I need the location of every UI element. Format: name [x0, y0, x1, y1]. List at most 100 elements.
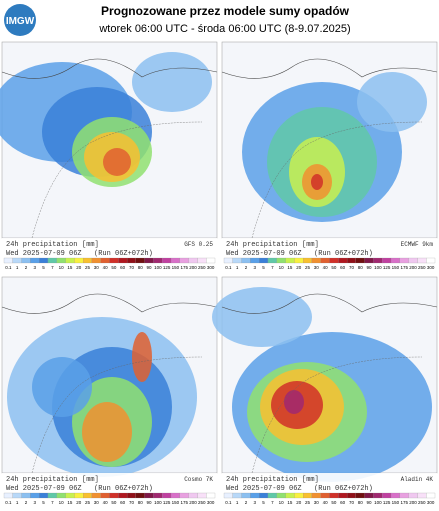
- panel-valid: Wed 2025-07-09 06Z: [6, 485, 82, 493]
- legend-label: 5: [262, 265, 265, 270]
- legend-label: 30: [314, 265, 320, 270]
- legend-cell: [250, 257, 260, 264]
- legend-cell: [188, 257, 198, 264]
- legend-cell: [179, 492, 189, 499]
- panel-model: Aladin 4K: [401, 476, 434, 483]
- legend-cell: [21, 492, 31, 499]
- legend-cell: [303, 492, 313, 499]
- legend-cell: [126, 257, 136, 264]
- panel-run: (Run 06Z+072h): [94, 250, 153, 258]
- legend-cell: [329, 492, 339, 499]
- coastline: [1, 58, 218, 79]
- legend-label: 125: [383, 265, 391, 270]
- legend-cell: [311, 257, 321, 264]
- legend-cell: [39, 257, 49, 264]
- legend-cell: [346, 257, 356, 264]
- legend-cell: [241, 257, 251, 264]
- title: Prognozowane przez modele sumy opadów: [101, 4, 350, 18]
- legend-cell: [206, 257, 216, 264]
- label-box: [222, 473, 437, 493]
- legend-cell: [329, 257, 339, 264]
- legend-label: 200: [189, 500, 197, 505]
- legend-cell: [320, 492, 330, 499]
- legend-cell: [338, 257, 348, 264]
- legend-cell: [408, 492, 418, 499]
- border: [31, 121, 203, 239]
- legend-cell: [118, 492, 128, 499]
- legend-label: 90: [147, 265, 153, 270]
- legend-label: 5: [42, 500, 45, 505]
- legend-label: 70: [349, 265, 355, 270]
- legend-cell: [399, 492, 409, 499]
- legend-cell: [355, 257, 365, 264]
- legend-label: 2: [25, 265, 28, 270]
- legend-label: 150: [172, 500, 180, 505]
- map-panel: 24h precipitation [mm] Aladin 4K Wed 2025-0…: [212, 276, 438, 505]
- legend-cell: [135, 257, 145, 264]
- legend-cell: [162, 492, 172, 499]
- panel-model: ECMWF 9km: [401, 241, 434, 248]
- legend-cell: [338, 492, 348, 499]
- label-box: [2, 238, 217, 258]
- legend-cell: [153, 492, 163, 499]
- panel-valid: Wed 2025-07-09 06Z: [226, 250, 302, 258]
- legend-cell: [276, 492, 286, 499]
- legend-cell: [21, 257, 31, 264]
- legend-cell: [109, 257, 119, 264]
- legend-cell: [294, 257, 304, 264]
- legend-cell: [276, 257, 286, 264]
- legend-cell: [303, 257, 313, 264]
- legend-label: 60: [120, 265, 126, 270]
- legend-label: 25: [305, 265, 311, 270]
- legend-cell: [355, 492, 365, 499]
- legend-cell: [285, 492, 295, 499]
- label-box: [2, 473, 217, 493]
- legend-label: 250: [418, 500, 426, 505]
- panel-unit: [mm]: [302, 241, 319, 249]
- legend-label: 0.1: [5, 265, 12, 270]
- legend-cell: [364, 257, 374, 264]
- legend-cell: [364, 492, 374, 499]
- legend-cell: [382, 257, 392, 264]
- legend-cell: [56, 257, 66, 264]
- legend-label: 15: [67, 265, 73, 270]
- legend-cell: [390, 492, 400, 499]
- precip-area: [82, 402, 132, 462]
- precip-area: [132, 52, 212, 112]
- logo-circle: [4, 4, 36, 36]
- legend-cell: [118, 257, 128, 264]
- panel-run: (Run 06Z+072h): [314, 250, 373, 258]
- legend-cell: [373, 492, 383, 499]
- subtitle: wtorek 06:00 UTC - środa 06:00 UTC (8-9.…: [98, 23, 350, 35]
- legend-label: 30: [314, 500, 320, 505]
- coastline: [221, 293, 438, 314]
- legend-cell: [179, 257, 189, 264]
- panel-unit: [mm]: [82, 476, 99, 484]
- legend-label: 1: [16, 500, 19, 505]
- map-panel: 24h precipitation [mm] GFS 0.25 Wed 2025-07…: [0, 41, 218, 270]
- legend-label: 0.1: [225, 500, 232, 505]
- legend-label: 50: [111, 265, 117, 270]
- legend-cell: [100, 492, 110, 499]
- legend-label: 125: [163, 265, 171, 270]
- legend-label: 300: [427, 265, 435, 270]
- legend-cell: [267, 492, 277, 499]
- legend-label: 200: [409, 500, 417, 505]
- panel-run: (Run 06Z+072h): [94, 485, 153, 493]
- legend-label: 175: [400, 500, 408, 505]
- legend-cell: [399, 257, 409, 264]
- legend-label: 10: [59, 265, 65, 270]
- legend-label: 200: [409, 265, 417, 270]
- legend-label: 250: [418, 265, 426, 270]
- legend-label: 10: [279, 500, 285, 505]
- legend-label: 5: [42, 265, 45, 270]
- legend-label: 7: [51, 500, 54, 505]
- legend-label: 300: [207, 500, 215, 505]
- precip-area: [212, 287, 312, 347]
- legend-label: 60: [340, 265, 346, 270]
- legend-label: 80: [358, 500, 364, 505]
- map-panel: 24h precipitation [mm] ECMWF 9km Wed 2025-0…: [221, 41, 438, 270]
- legend-label: 20: [76, 265, 82, 270]
- legend-cell: [39, 492, 49, 499]
